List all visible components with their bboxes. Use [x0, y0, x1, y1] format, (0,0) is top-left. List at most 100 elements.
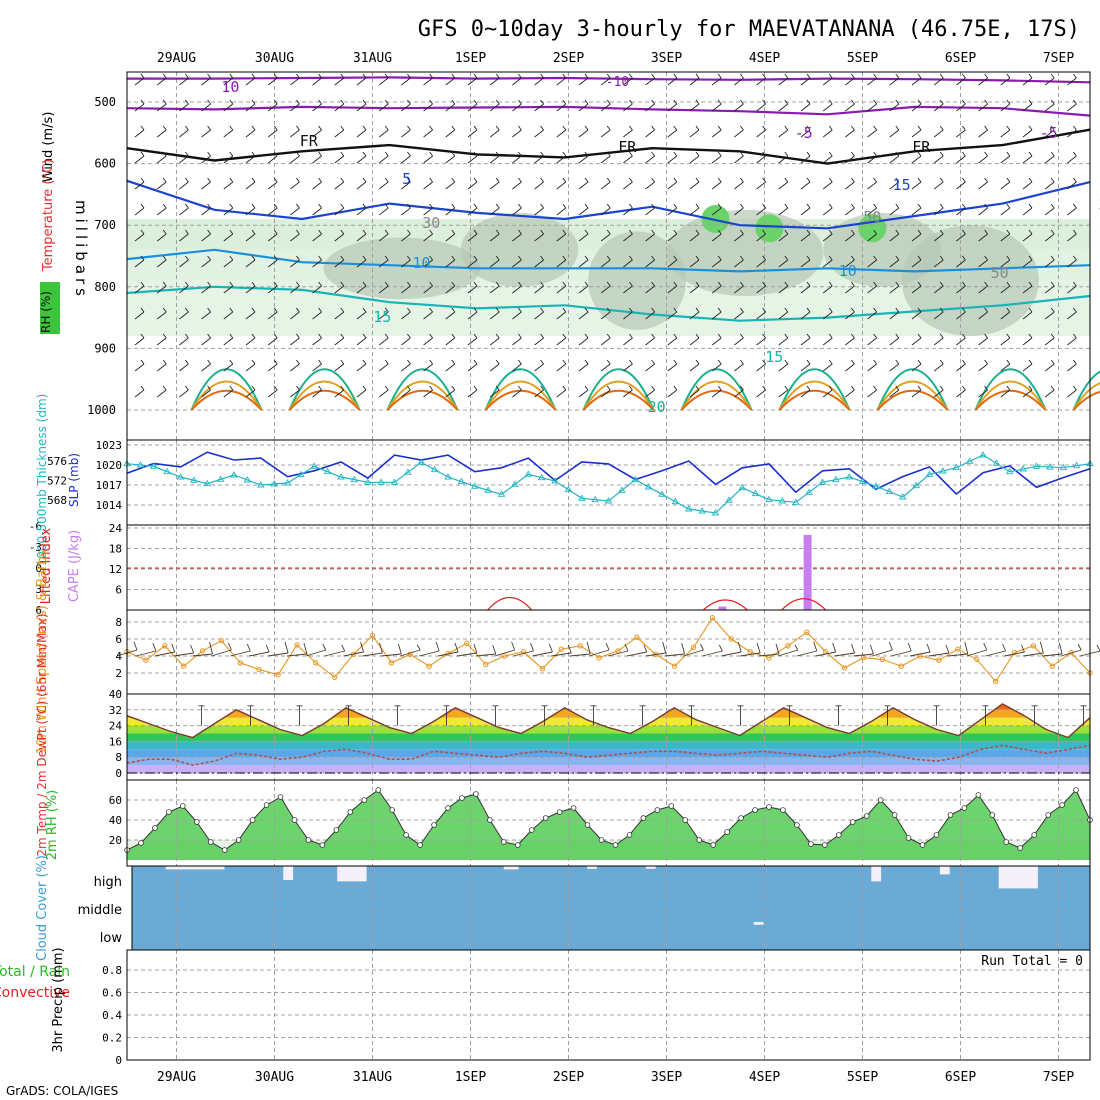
- wind-barb-flag: [828, 177, 833, 183]
- slp-marker: [725, 496, 733, 503]
- rh-shade-blob: [460, 212, 579, 287]
- wind-barb: [179, 259, 189, 268]
- wind-barb-flag: [340, 229, 345, 235]
- wind-barb-flag: [451, 177, 456, 183]
- surface-wind-barb: [532, 651, 553, 657]
- wind-barb: [179, 207, 189, 216]
- surface-wind-barb-flag: [341, 644, 346, 652]
- wind-barb: [489, 285, 500, 294]
- wind-barb-flag: [162, 255, 167, 261]
- rh-2m-point: [640, 815, 647, 821]
- wind-barb-flag: [140, 359, 145, 365]
- contour-label: 10: [412, 254, 430, 272]
- wind-barb: [667, 285, 678, 294]
- wind-barb-flag: [185, 73, 189, 79]
- wind-barb: [1000, 181, 1011, 190]
- wind-speed-point: [766, 655, 772, 661]
- precip-tick-label: 0.4: [102, 1009, 122, 1022]
- wind-barb: [356, 129, 367, 138]
- wind-barb: [179, 77, 189, 86]
- wind-barb: [512, 285, 522, 294]
- wind-barb-flag: [473, 281, 478, 287]
- wind-barb: [223, 103, 234, 112]
- wind-barb: [756, 363, 766, 372]
- rh-shade-blob: [323, 237, 481, 300]
- wind-barb-flag: [895, 177, 900, 183]
- wind-barb-flag: [273, 333, 278, 339]
- wind-barb-flag: [251, 333, 256, 339]
- surface-wind-barb: [551, 652, 572, 657]
- wind-barb: [334, 389, 345, 398]
- surface-wind-barb-flag: [945, 644, 950, 654]
- wind-barb: [401, 285, 411, 294]
- wind-barb: [423, 259, 433, 268]
- cloud-clear-gap: [998, 866, 1038, 889]
- rh-tick-label: 60: [109, 794, 122, 807]
- wind-barb: [978, 259, 988, 268]
- surface-isotherm-arch: [484, 368, 557, 411]
- wind-barb: [156, 77, 167, 86]
- wind-barb-flag: [962, 281, 966, 287]
- wind-barb: [378, 311, 389, 320]
- wind-barb-flag: [473, 177, 478, 183]
- wind-barb-flag: [584, 255, 589, 261]
- wind-barb: [978, 129, 988, 138]
- wind-barb: [267, 129, 278, 138]
- wind-barb: [667, 337, 678, 346]
- wind-barb-flag: [962, 385, 966, 391]
- wind-barb: [134, 285, 145, 294]
- wind-barb-flag: [362, 307, 367, 313]
- wind-barb: [245, 285, 256, 294]
- surface-wind-barb-flag: [548, 643, 553, 653]
- wind-barb: [845, 311, 855, 320]
- surface-wind-barb-flag: [964, 641, 969, 655]
- lifted-index-tick-label: -3: [29, 541, 42, 554]
- wind-barb-flag: [251, 229, 256, 235]
- wind-barb: [1000, 259, 1011, 268]
- wind-barb-flag: [939, 177, 944, 183]
- rh-2m-point: [277, 794, 284, 800]
- wind-barb: [489, 259, 500, 268]
- wind-barb: [489, 181, 500, 190]
- surface-isotherm-arch: [974, 380, 1047, 411]
- lifted-index-tick-label: 6: [35, 604, 42, 617]
- wind-barb-flag: [1028, 151, 1033, 157]
- surface-isotherm-arch: [974, 368, 1047, 411]
- surface-wind-barb: [645, 652, 666, 657]
- wind-speed-point: [841, 665, 848, 671]
- wind-barb-flag: [1050, 73, 1055, 79]
- wind-barb-flag: [540, 125, 544, 131]
- wind-barb-flag: [451, 73, 456, 79]
- wind-barb-flag: [540, 73, 544, 79]
- wind-barb: [822, 363, 833, 372]
- wind-barb: [978, 233, 988, 242]
- wind-barb-flag: [762, 385, 766, 391]
- wind-barb: [645, 337, 655, 346]
- wind-barb-flag: [740, 359, 744, 365]
- wind-barb: [312, 311, 322, 320]
- wind-barb: [933, 181, 944, 190]
- wind-barb: [401, 233, 411, 242]
- surface-wind-barb-flag: [926, 643, 931, 653]
- slp-marker: [216, 475, 225, 482]
- wind-barb-flag: [895, 281, 900, 287]
- wind-barb: [734, 129, 744, 138]
- date-label-top: 5SEP: [847, 51, 878, 66]
- wind-barb: [334, 207, 345, 216]
- surface-wind-barb: [343, 651, 364, 657]
- wind-barb: [556, 363, 567, 372]
- wind-barb-flag: [784, 151, 789, 157]
- wind-barb-flag: [629, 125, 633, 131]
- wind-barb: [201, 181, 211, 190]
- wind-barb: [1044, 129, 1055, 138]
- wind-barb: [467, 259, 478, 268]
- wind-barb: [134, 103, 145, 112]
- wind-speed-point: [426, 663, 432, 669]
- wind-barb-flag: [362, 151, 367, 157]
- wind-barb-flag: [407, 177, 411, 183]
- wind-barb: [556, 337, 567, 346]
- wind-barb: [822, 233, 833, 242]
- wind-barb-flag: [606, 151, 611, 157]
- wind-barb: [822, 129, 833, 138]
- surface-wind-barb: [475, 653, 496, 657]
